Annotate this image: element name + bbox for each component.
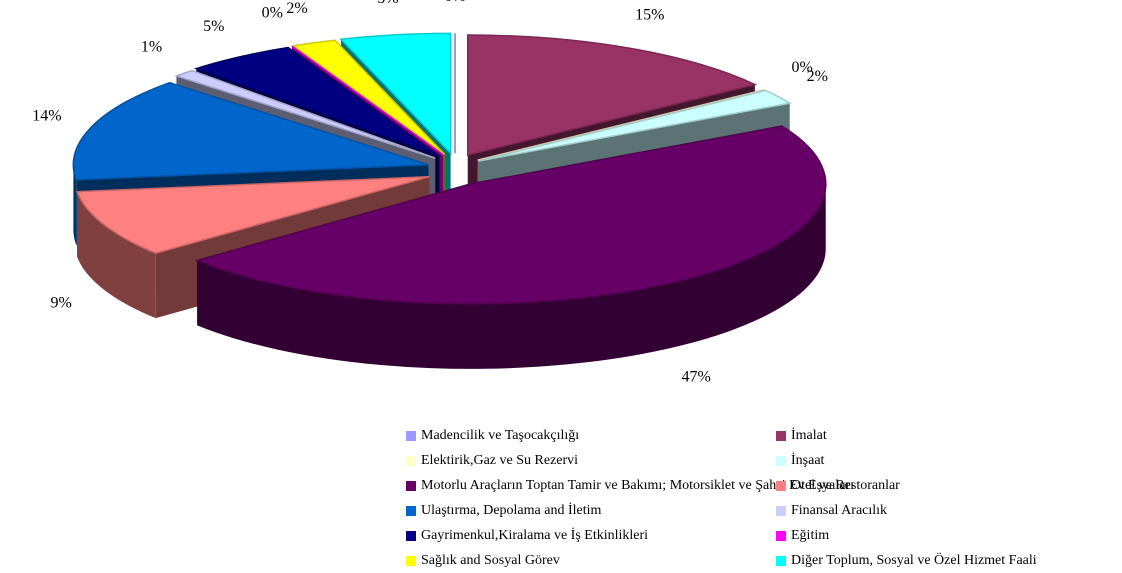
legend-swatch bbox=[406, 481, 416, 491]
slice-top bbox=[291, 39, 446, 155]
data-label: 9% bbox=[50, 294, 71, 311]
slice-top bbox=[193, 46, 440, 157]
data-label: 0% bbox=[262, 4, 283, 21]
slice-top bbox=[194, 125, 827, 305]
legend-swatch bbox=[776, 456, 786, 466]
legend-label: İmalat bbox=[791, 427, 827, 443]
data-label: 2% bbox=[286, 0, 307, 17]
slice-side bbox=[77, 191, 156, 319]
legend-label: Eğitim bbox=[791, 528, 829, 543]
slice-top bbox=[339, 32, 452, 156]
data-label: 0% bbox=[792, 59, 813, 76]
legend-label: Gayrimenkul,Kiralama ve İş Etkinlikleri bbox=[421, 527, 648, 543]
slice-side bbox=[197, 183, 826, 369]
legend-label: Elektirik,Gaz ve Su Rezervi bbox=[421, 453, 578, 468]
legend-swatch bbox=[776, 506, 786, 516]
data-label: 14% bbox=[32, 107, 61, 124]
slice-top bbox=[478, 89, 792, 162]
legend-swatch bbox=[776, 431, 786, 441]
legend-swatch bbox=[406, 506, 416, 516]
legend-swatch bbox=[406, 556, 416, 566]
slice-top bbox=[72, 81, 429, 181]
legend-label: Motorlu Araçların Toptan Tamir ve Bakımı… bbox=[421, 478, 854, 493]
data-label: 15% bbox=[635, 7, 664, 24]
legend-label: Madencilik ve Taşocakçılığı bbox=[421, 428, 579, 443]
legend-label: Otel ve Restoranlar bbox=[791, 478, 900, 493]
slice-top bbox=[466, 34, 758, 156]
legend-swatch bbox=[776, 481, 786, 491]
data-label: 47% bbox=[682, 369, 711, 386]
slice-top bbox=[76, 175, 430, 254]
legend-label: Diğer Toplum, Sosyal ve Özel Hizmet Faal… bbox=[791, 551, 1037, 568]
legend-swatch bbox=[406, 456, 416, 466]
legend-label: Finansal Aracılık bbox=[791, 503, 887, 518]
data-label: 5% bbox=[203, 18, 224, 35]
legend-swatch bbox=[406, 431, 416, 441]
legend-label: Sağlık and Sosyal Görev bbox=[421, 553, 560, 568]
legend-label: İnşaat bbox=[791, 452, 825, 468]
data-label: 5% bbox=[377, 0, 398, 7]
slice bbox=[194, 125, 827, 369]
slice-top bbox=[291, 45, 444, 156]
data-label: 1% bbox=[141, 38, 162, 55]
slice-side bbox=[73, 164, 77, 245]
legend-swatch bbox=[776, 556, 786, 566]
slice-top bbox=[174, 69, 436, 159]
legend-swatch bbox=[406, 531, 416, 541]
data-label: 2% bbox=[807, 68, 828, 85]
data-label: 0% bbox=[444, 0, 465, 5]
legend-swatch bbox=[776, 531, 786, 541]
legend-label: Ulaştırma, Depolama and İletim bbox=[421, 502, 601, 518]
